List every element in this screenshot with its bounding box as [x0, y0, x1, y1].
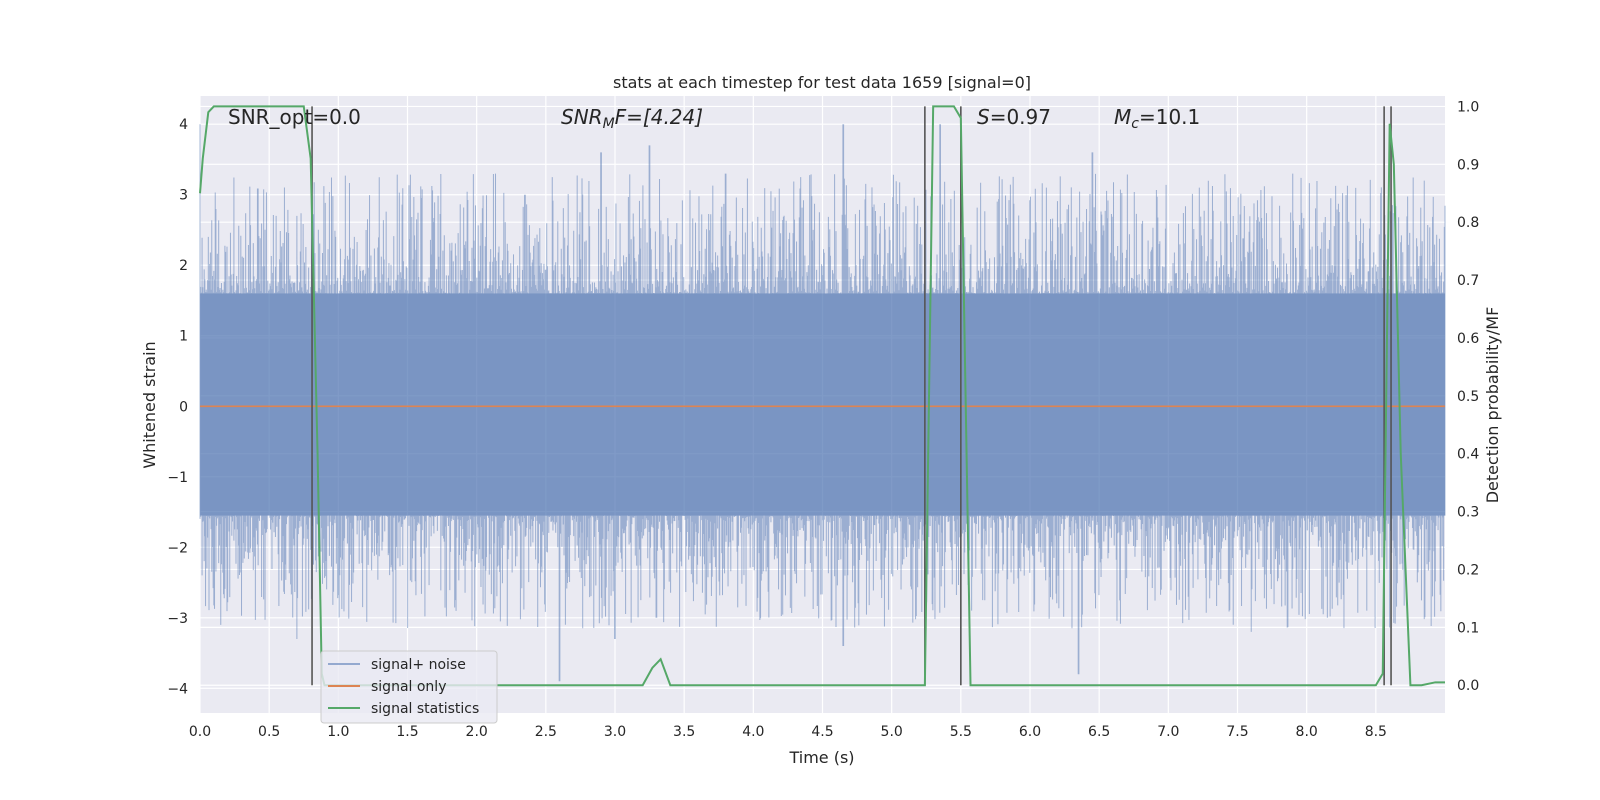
annotation-mc-rest: =10.1 — [1139, 105, 1200, 129]
y2-tick-label: 0.7 — [1457, 273, 1479, 289]
x-tick-label: 2.0 — [466, 724, 488, 740]
x-tick-label: 0.5 — [258, 724, 280, 740]
noise-band-core — [200, 293, 1445, 516]
stats-line — [199, 105, 1445, 687]
annotation-s: S=0.97 — [977, 105, 1051, 129]
y-tick-label: −1 — [167, 470, 188, 486]
y-tick-label: 1 — [179, 329, 188, 345]
chart-title: stats at each timestep for test data 165… — [613, 73, 1031, 92]
noise-series-layer — [199, 124, 1446, 682]
y-tick-label: 3 — [179, 188, 188, 204]
x-tick-label: 5.5 — [950, 724, 972, 740]
x-tick-label: 3.0 — [604, 724, 626, 740]
x-tick-label: 3.5 — [673, 724, 695, 740]
y2-tick-label: 0.0 — [1457, 678, 1479, 694]
annotation-snr-mf-rest: F=[4.24] — [615, 105, 703, 129]
annotation-snr-mf-sub: M — [603, 116, 615, 132]
legend-label-signal: signal only — [371, 679, 446, 695]
x-tick-label: 8.5 — [1365, 724, 1387, 740]
annotation-snr-mf-base: SNR — [561, 105, 603, 129]
y2-tick-labels: 0.0 0.1 0.2 0.3 0.4 0.5 0.6 0.7 0.8 0.9 1.0 — [1457, 99, 1479, 694]
x-tick-label: 7.5 — [1226, 724, 1248, 740]
x-tick-label: 1.0 — [327, 724, 349, 740]
x-tick-label: 8.0 — [1296, 724, 1318, 740]
y2-tick-label: 0.2 — [1457, 562, 1479, 578]
annotation-snr-opt: SNR_opt=0.0 — [228, 105, 361, 129]
y-tick-label: 4 — [179, 117, 188, 133]
y-tick-labels: −4 −3 −2 −1 0 1 2 3 4 — [167, 117, 188, 697]
annotation-mc-base: M — [1114, 105, 1131, 129]
y2-tick-label: 0.9 — [1457, 157, 1479, 173]
y-tick-label: −4 — [167, 681, 188, 697]
annotation-mc-sub: c — [1131, 116, 1139, 132]
y-tick-label: −3 — [167, 611, 188, 627]
y-tick-label: 0 — [179, 399, 188, 415]
y2-tick-label: 0.8 — [1457, 215, 1479, 231]
y2-tick-label: 0.3 — [1457, 505, 1479, 521]
x-tick-label: 7.0 — [1157, 724, 1179, 740]
x-tick-label: 4.5 — [811, 724, 833, 740]
y2-tick-label: 0.5 — [1457, 389, 1479, 405]
y-tick-label: −2 — [167, 540, 188, 556]
x-tick-label: 4.0 — [742, 724, 764, 740]
annotation-snr-mf: SNRMF=[4.24] — [561, 105, 703, 132]
x-axis-label: Time (s) — [788, 748, 854, 767]
y2-axis-label: Detection probability/MF — [1483, 307, 1502, 504]
x-tick-label: 6.5 — [1088, 724, 1110, 740]
x-tick-label: 0.0 — [189, 724, 211, 740]
y2-tick-label: 1.0 — [1457, 99, 1479, 115]
x-tick-labels: 0.0 0.5 1.0 1.5 2.0 2.5 3.0 3.5 4.0 4.5 5.0 5.5 6.0 6… — [189, 724, 1387, 740]
y-axis-label: Whitened strain — [140, 341, 159, 468]
legend-box — [320, 650, 498, 724]
x-tick-label: 1.5 — [396, 724, 418, 740]
legend: signal+ noise signal only signal statist… — [320, 650, 498, 724]
y2-tick-label: 0.1 — [1457, 620, 1479, 636]
y2-tick-label: 0.4 — [1457, 447, 1479, 463]
x-tick-label: 5.0 — [881, 724, 903, 740]
legend-label-noise: signal+ noise — [371, 657, 466, 673]
annotation-mc: Mc=10.1 — [1114, 105, 1200, 132]
annotation-s-rest: =0.97 — [990, 105, 1051, 129]
y2-tick-label: 0.6 — [1457, 331, 1479, 347]
annotation-s-base: S — [977, 105, 990, 129]
x-tick-label: 2.5 — [535, 724, 557, 740]
x-tick-label: 6.0 — [1019, 724, 1041, 740]
stats-series-layer — [199, 105, 1445, 687]
y-tick-label: 2 — [179, 258, 188, 274]
legend-label-stats: signal statistics — [371, 701, 479, 717]
